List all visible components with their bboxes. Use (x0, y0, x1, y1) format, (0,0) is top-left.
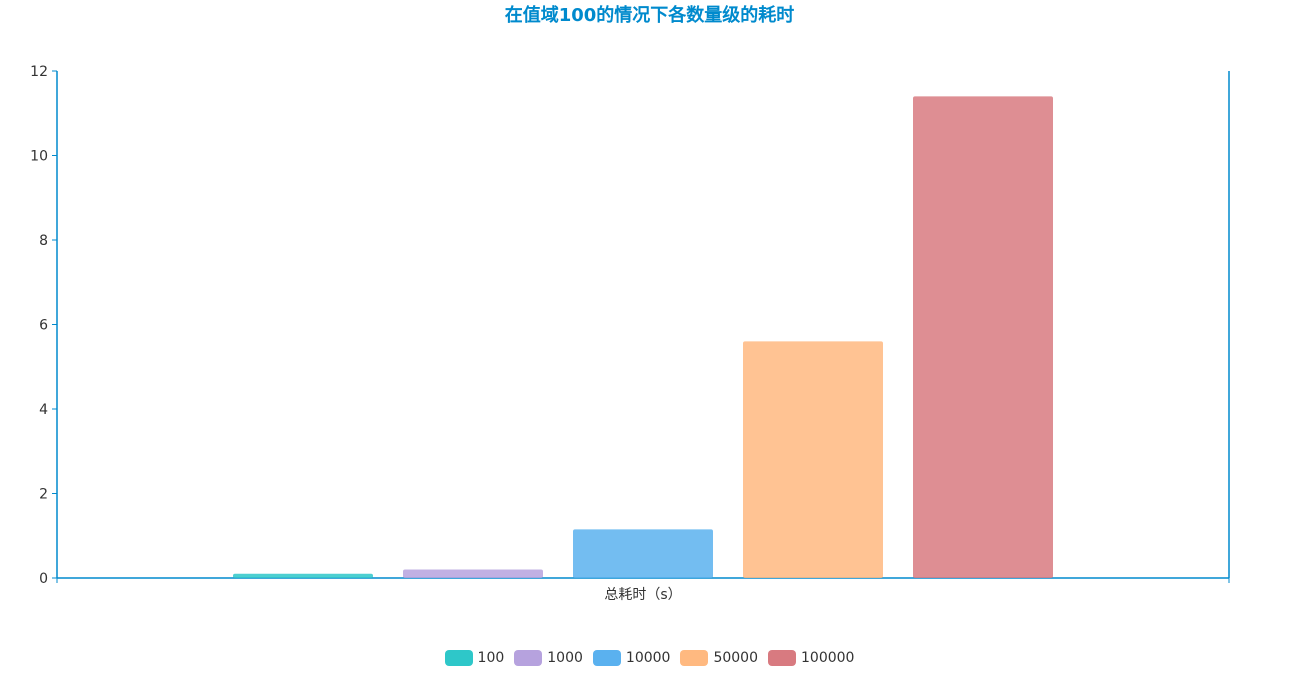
y-tick-label: 2 (39, 487, 48, 503)
y-tick-label: 0 (39, 571, 48, 587)
chart-legend: 100 1000 10000 50000 100000 (0, 648, 1299, 668)
legend-item-50000[interactable]: 50000 (680, 648, 758, 668)
bar-50000 (743, 341, 883, 578)
legend-item-1000[interactable]: 1000 (514, 648, 583, 668)
legend-label: 10000 (625, 650, 671, 666)
legend-label: 100000 (801, 650, 855, 666)
y-tick-label: 12 (30, 64, 48, 80)
x-category-label: 总耗时（s） (604, 587, 681, 603)
legend-item-100000[interactable]: 100000 (768, 648, 854, 668)
legend-label: 1000 (547, 650, 583, 666)
chart-title: 在值域100的情况下各数量级的耗时 (504, 5, 795, 26)
legend-swatch (592, 650, 621, 666)
y-tick-label: 4 (39, 402, 48, 418)
legend-swatch (514, 650, 543, 666)
bar-10000 (573, 529, 713, 578)
y-tick-label: 10 (30, 149, 48, 165)
legend-item-100[interactable]: 100 (444, 648, 505, 668)
y-tick-label: 8 (39, 233, 48, 249)
legend-label: 50000 (713, 650, 758, 666)
bar-100 (233, 573, 373, 578)
legend-swatch (444, 650, 473, 666)
legend-item-10000[interactable]: 10000 (592, 648, 671, 668)
legend-swatch (680, 650, 709, 666)
bar-1000 (403, 569, 543, 578)
bar-100000 (913, 96, 1053, 578)
legend-label: 100 (477, 650, 505, 666)
y-tick-label: 6 (39, 318, 48, 334)
legend-swatch (768, 650, 796, 666)
